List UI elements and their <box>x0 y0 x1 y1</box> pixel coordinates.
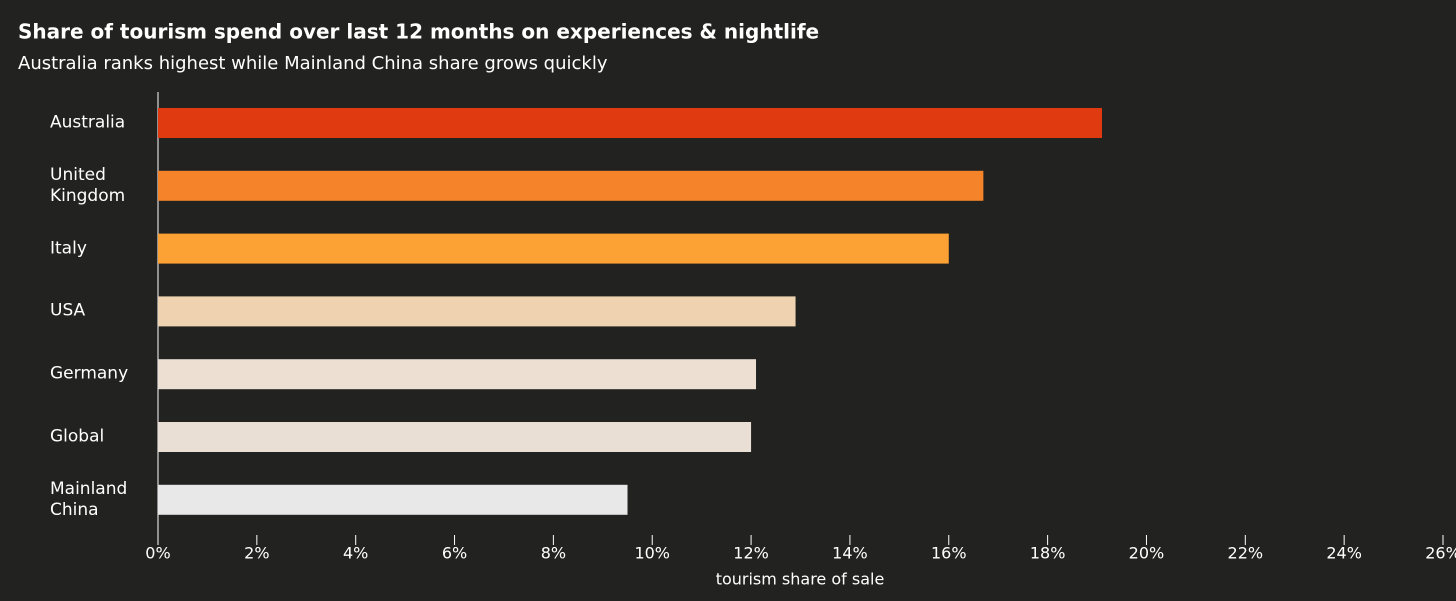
x-tick-label: 20% <box>1129 544 1165 563</box>
x-tick-label: 18% <box>1030 544 1066 563</box>
bar <box>158 359 757 390</box>
x-tick-label: 6% <box>442 544 467 563</box>
x-tick-label: 16% <box>931 544 967 563</box>
bar <box>158 170 984 201</box>
y-tick-label: Global <box>50 426 105 447</box>
x-tick-label: 22% <box>1228 544 1264 563</box>
bar <box>158 422 752 452</box>
y-tick-label: Italy <box>50 238 87 259</box>
x-tick-label: 10% <box>634 544 670 563</box>
chart-title: Share of tourism spend over last 12 mont… <box>18 20 819 44</box>
x-tick-label: 14% <box>832 544 868 563</box>
y-tick-label: United Kingdom <box>50 164 126 206</box>
x-tick-label: 0% <box>145 544 170 563</box>
y-tick-label: USA <box>50 300 86 321</box>
bar <box>158 108 1102 138</box>
chart-subtitle: Australia ranks highest while Mainland C… <box>18 53 608 74</box>
y-tick-label: Mainland China <box>50 478 128 520</box>
x-tick-label: 12% <box>733 544 769 563</box>
bar <box>158 233 949 264</box>
y-tick-label: Australia <box>50 112 126 133</box>
bar <box>158 296 796 327</box>
x-tick-label: 26% <box>1425 544 1456 563</box>
x-tick-label: 4% <box>343 544 368 563</box>
y-tick-label: Germany <box>50 363 129 384</box>
x-tick-label: 2% <box>244 544 269 563</box>
x-axis-label: tourism share of sale <box>716 570 885 589</box>
x-tick-label: 24% <box>1326 544 1362 563</box>
bar <box>158 484 628 515</box>
x-tick-label: 8% <box>541 544 566 563</box>
